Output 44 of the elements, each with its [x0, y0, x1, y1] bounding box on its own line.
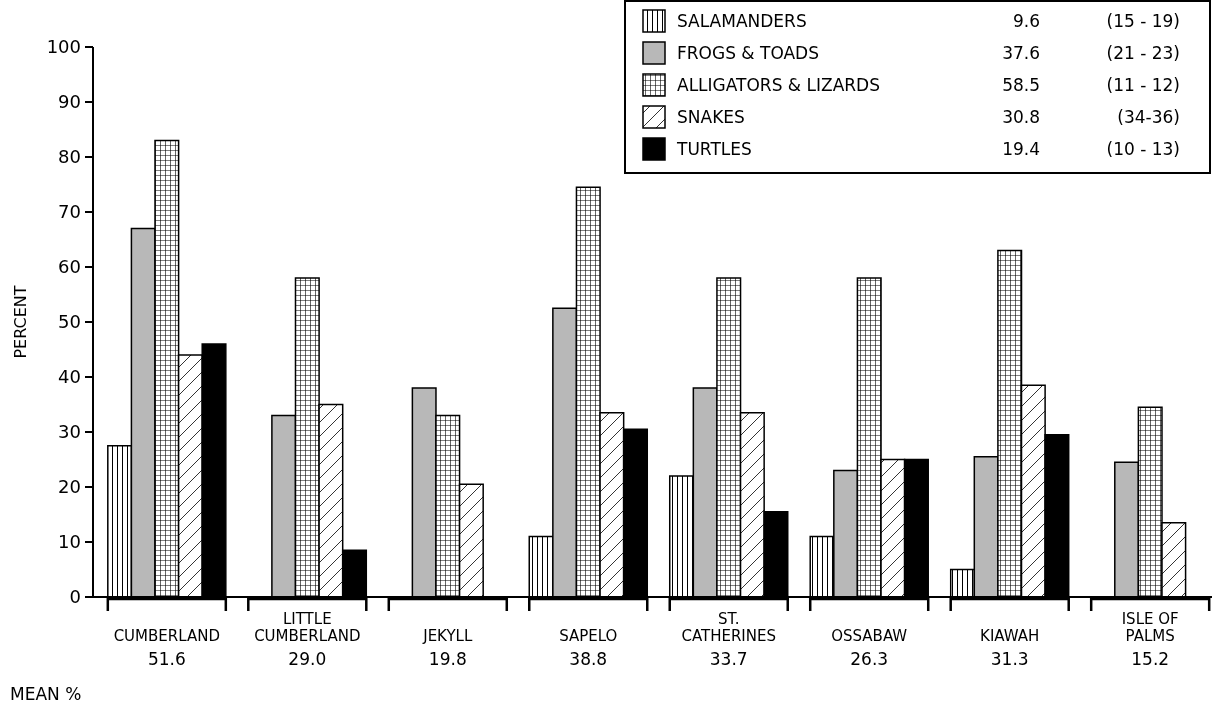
y-tick-label: 30	[58, 421, 81, 443]
annotation: (21 - 23)	[1106, 42, 1180, 63]
x-tick-label: JEKYLL	[422, 627, 473, 645]
y-tick-label: 70	[58, 201, 81, 223]
y-tick-label: 0	[69, 586, 81, 608]
annotation: 19.4	[1002, 138, 1040, 159]
y-axis-title: PERCENT	[11, 285, 30, 359]
legend-label: SALAMANDERS	[677, 10, 807, 31]
text: 38.8	[569, 649, 608, 669]
y-tick-label: 90	[58, 91, 81, 113]
text: (15 - 19)	[1106, 10, 1180, 31]
x-tick-label: CUMBERLAND	[113, 627, 220, 645]
x-tick-label: KIAWAH	[980, 627, 1040, 645]
y-tick-label: 40	[58, 366, 81, 388]
legend-label: SNAKES	[677, 106, 745, 127]
y-tick-label: 20	[58, 476, 81, 498]
legend-label: TURTLES	[676, 138, 752, 159]
text: 33.7	[709, 649, 748, 669]
x-tick-label: SAPELO	[559, 627, 618, 645]
x-tick-label: ST. CATHERINES	[681, 610, 777, 645]
x-tick-label: OSSABAW	[831, 627, 908, 645]
text: MEAN %	[10, 684, 82, 703]
x-tick-label: ISLE OF PALMS	[1121, 610, 1179, 645]
y-tick-label: 80	[58, 146, 81, 168]
text: 19.8	[428, 649, 467, 669]
text: 15.2	[1131, 649, 1170, 669]
annotation: (10 - 13)	[1106, 138, 1180, 159]
text: 26.3	[850, 649, 889, 669]
annotation: 58.5	[1002, 74, 1040, 95]
y-tick-label: 100	[46, 36, 81, 58]
annotation: 37.6	[1002, 42, 1040, 63]
text: 31.3	[990, 649, 1029, 669]
text: 9.6	[1012, 10, 1040, 31]
annotation: (34-36)	[1117, 106, 1180, 127]
text: 29.0	[288, 649, 327, 669]
annotation: (11 - 12)	[1106, 74, 1180, 95]
annotation: 30.8	[1002, 106, 1040, 127]
y-tick-label: 60	[58, 256, 81, 278]
y-tick-label: 50	[58, 311, 81, 333]
legend-label: ALLIGATORS & LIZARDS	[677, 74, 880, 95]
x-tick-label: LITTLE CUMBERLAND	[254, 610, 361, 645]
legend-label: FROGS & TOADS	[677, 42, 819, 63]
y-tick-label: 10	[58, 531, 81, 553]
text: 51.6	[147, 649, 186, 669]
